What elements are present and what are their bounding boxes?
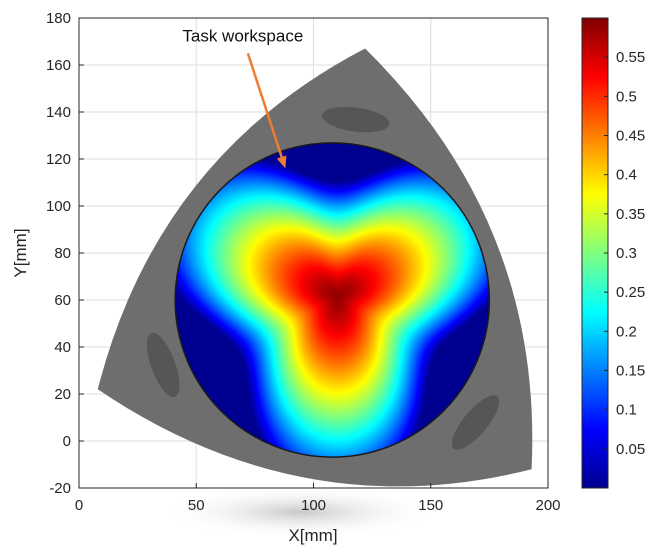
colorbar-tick-label: 0.2 [616, 323, 637, 340]
colorbar-tick-label: 0.55 [616, 49, 645, 66]
y-tick-label: 180 [46, 10, 71, 27]
outer-shading-streak [146, 332, 180, 398]
task-workspace-boundary [174, 142, 491, 458]
colorbar-ticks: 0.05 0.1 0.15 0.2 0.25 0.3 0.35 0.4 0.45 0.5 0.55 [604, 49, 645, 458]
colorbar-tick-label: 0.05 [616, 441, 645, 458]
colorbar-tick-label: 0.1 [616, 402, 637, 419]
colorbar-tick-label: 0.25 [616, 284, 645, 301]
colorbar-tick-label: 0.45 [616, 128, 645, 145]
outer-shading-streak [451, 395, 500, 450]
x-axis-label: X[mm] [288, 526, 337, 545]
y-tick-label: 120 [46, 151, 71, 168]
colorbar-tick-label: 0.35 [616, 206, 645, 223]
plot-shadow [160, 486, 440, 538]
colorbar-tick-label: 0.15 [616, 363, 645, 380]
y-tick-label: 0 [63, 433, 71, 450]
y-tick-label: 80 [54, 245, 71, 262]
annotation-arrowhead [276, 155, 287, 169]
colorbar-tick-label: 0.5 [616, 88, 637, 105]
x-tick-label: 100 [301, 497, 326, 514]
x-tick-label: 150 [418, 497, 443, 514]
annotation-arrow [246, 52, 284, 159]
y-tick-label: 40 [54, 339, 71, 356]
x-tick-label: 200 [535, 497, 560, 514]
task-workspace-heatmap [175, 142, 490, 458]
y-tick-label: -20 [49, 480, 71, 497]
x-tick-label: 0 [75, 497, 83, 514]
x-tick-label: 50 [188, 497, 205, 514]
y-axis-label: Y[mm] [11, 228, 30, 277]
y-tick-label: 160 [46, 57, 71, 74]
task-workspace-annotation: Task workspace [182, 26, 303, 45]
colorbar-tick-label: 0.4 [616, 167, 637, 184]
y-tick-label: 20 [54, 386, 71, 403]
x-axis: 0 50 100 150 200 [75, 483, 561, 514]
y-tick-label: 100 [46, 198, 71, 215]
y-tick-label: 60 [54, 292, 71, 309]
y-tick-label: 140 [46, 104, 71, 121]
outer-region-shading [146, 106, 500, 450]
y-axis: -20 0 20 40 60 80 100 120 140 160 180 [46, 10, 84, 497]
outer-shading-streak [321, 106, 390, 133]
colorbar-tick-label: 0.3 [616, 245, 637, 262]
